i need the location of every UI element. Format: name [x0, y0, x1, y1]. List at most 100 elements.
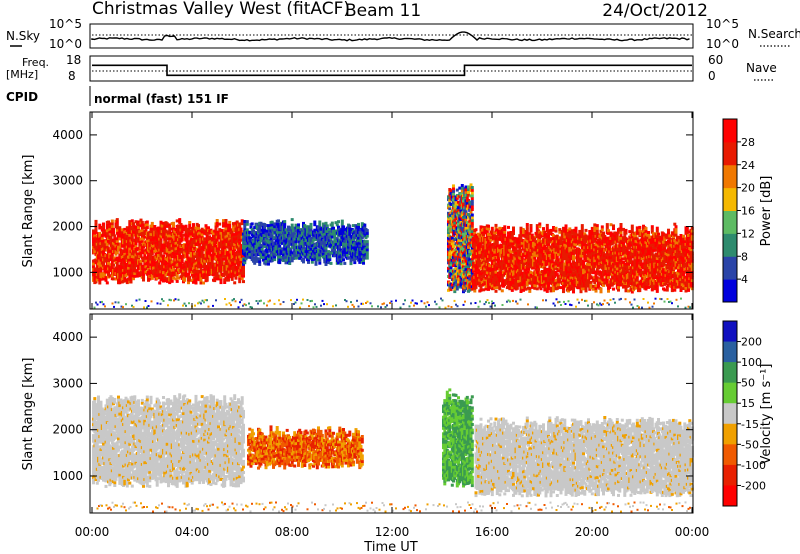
- data-cell: [538, 252, 542, 256]
- data-cell: [180, 274, 184, 278]
- data-cell: [177, 276, 180, 280]
- data-cell: [365, 240, 369, 244]
- data-cell: [468, 200, 472, 204]
- data-cell: [458, 238, 462, 242]
- data-cell: [468, 214, 472, 218]
- data-cell: [470, 208, 474, 211]
- data-cell: [309, 250, 313, 254]
- data-cell: [184, 233, 188, 236]
- data-cell: [115, 262, 119, 265]
- data-cell: [99, 269, 103, 273]
- data-cell: [115, 264, 119, 268]
- data-cell: [220, 237, 224, 241]
- data-cell: [258, 257, 262, 261]
- data-cell: [488, 242, 492, 246]
- data-cell: [478, 284, 482, 287]
- data-cell: [234, 276, 238, 280]
- data-cell: [159, 239, 163, 243]
- data-cell: [168, 281, 172, 285]
- data-cell: [514, 276, 518, 280]
- data-cell: [224, 221, 228, 225]
- data-cell: [127, 266, 130, 270]
- data-cell: [184, 230, 188, 234]
- data-cell: [497, 244, 500, 248]
- data-cell: [94, 280, 98, 284]
- data-cell: [184, 224, 188, 228]
- data-cell: [189, 251, 193, 255]
- beam-label: Beam 11: [345, 1, 421, 21]
- data-cell: [178, 220, 182, 224]
- data-cell: [363, 240, 367, 244]
- data-cell: [110, 255, 114, 259]
- data-cell: [157, 262, 160, 266]
- data-cell: [300, 231, 304, 235]
- data-cell: [178, 242, 182, 246]
- data-cell: [224, 230, 228, 233]
- data-cell: [365, 245, 369, 249]
- data-cell: [114, 252, 118, 256]
- data-cell: [470, 232, 474, 236]
- data-cell: [482, 233, 485, 237]
- data-cell: [503, 236, 507, 240]
- data-cell: [515, 286, 519, 290]
- data-cell: [503, 233, 507, 237]
- data-cell: [358, 260, 362, 264]
- data-cell: [490, 270, 494, 274]
- data-cell: [94, 228, 98, 232]
- data-cell: [287, 244, 290, 248]
- data-cell: [129, 275, 133, 278]
- data-cell: [287, 228, 290, 232]
- data-cell: [474, 233, 478, 237]
- data-cell: [158, 281, 162, 285]
- data-cell: [264, 259, 268, 263]
- data-cell: [204, 224, 208, 228]
- data-cell: [474, 285, 478, 289]
- data-cell: [170, 241, 174, 245]
- data-cell: [513, 236, 517, 240]
- data-cell: [459, 245, 463, 249]
- data-cell: [510, 250, 514, 254]
- data-cell: [269, 232, 273, 235]
- data-cell: [530, 283, 534, 287]
- data-cell: [497, 282, 500, 286]
- data-cell: [270, 234, 274, 238]
- data-cell: [524, 287, 528, 291]
- data-cell: [358, 241, 362, 245]
- data-cell: [123, 227, 127, 231]
- data-cell: [494, 226, 498, 230]
- data-cell: [108, 227, 112, 231]
- data-cell: [554, 265, 558, 269]
- data-cell: [105, 242, 109, 246]
- data-cell: [115, 256, 119, 260]
- data-cell: [95, 278, 99, 282]
- data-cell: [453, 290, 457, 294]
- data-cell: [284, 258, 288, 262]
- data-cell: [365, 256, 369, 260]
- data-cell: [343, 242, 347, 246]
- data-cell: [494, 270, 498, 274]
- data-cell: [329, 261, 333, 265]
- data-cell: [343, 261, 347, 265]
- data-cell: [192, 258, 195, 262]
- data-cell: [110, 266, 114, 270]
- data-cell: [558, 230, 562, 234]
- data-cell: [142, 278, 145, 282]
- data-cell: [328, 228, 332, 231]
- data-cell: [557, 285, 560, 289]
- data-cell: [172, 224, 175, 228]
- data-cell: [139, 254, 143, 258]
- data-cell: [493, 242, 497, 246]
- data-cell: [119, 264, 123, 268]
- data-cell: [557, 269, 560, 273]
- data-cell: [118, 231, 122, 235]
- data-cell: [564, 224, 568, 228]
- data-cell: [197, 224, 200, 228]
- data-cell: [347, 256, 350, 260]
- data-cell: [188, 226, 192, 230]
- data-cell: [148, 269, 152, 273]
- data-cell: [142, 223, 145, 227]
- data-cell: [323, 241, 327, 244]
- data-cell: [335, 237, 339, 241]
- data-cell: [480, 258, 484, 262]
